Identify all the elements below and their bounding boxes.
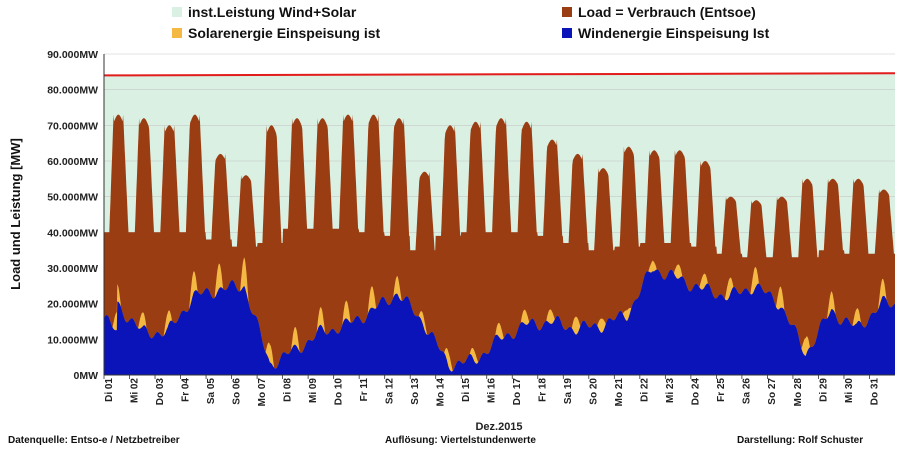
series-group	[104, 114, 895, 375]
x-tick-label: Do 31	[869, 378, 880, 406]
x-tick-label: Mi 02	[129, 378, 140, 403]
legend-swatch	[172, 28, 182, 38]
x-tick-label: So 13	[410, 378, 421, 405]
legend-swatch	[562, 28, 572, 38]
x-tick-label: Mi 16	[487, 378, 498, 403]
x-tick-label: Mi 09	[308, 378, 319, 403]
y-axis-title: Load und Leistung [MW]	[8, 138, 23, 290]
x-tick-label: Sa 12	[385, 378, 396, 405]
x-tick-label: Sa 26	[742, 378, 753, 405]
legend-swatch	[172, 7, 182, 17]
legend-label: inst.Leistung Wind+Solar	[188, 4, 357, 20]
x-tick-label: Fr 18	[538, 378, 549, 402]
x-tick-label: So 06	[231, 378, 242, 405]
x-tick-label: Di 01	[104, 378, 115, 402]
series-installed-capacity-line	[103, 72, 896, 77]
legend-swatch	[562, 7, 572, 17]
x-tick-label: Sa 19	[563, 378, 574, 405]
x-tick-label: Di 15	[461, 378, 472, 402]
y-tick-label: 60.000MW	[47, 156, 98, 168]
x-tick-label: Di 22	[640, 378, 651, 402]
y-tick-label: 70.000MW	[47, 120, 98, 132]
legend-label: Solarenergie Einspeisung ist	[188, 25, 381, 41]
legend: inst.Leistung Wind+Solar Load = Verbrauch…	[172, 4, 770, 41]
x-tick-label: Mi 30	[844, 378, 855, 403]
y-tick-label: 80.000MW	[47, 85, 98, 97]
plot-area	[103, 53, 896, 376]
x-axis-title: Dez.2015	[475, 421, 522, 433]
x-tick-label: Mo 28	[793, 378, 804, 407]
x-tick-label: Di 29	[818, 378, 829, 402]
footer-resolution: Auflösung: Viertelstundenwerte	[385, 435, 536, 446]
y-tick-label: 0MW	[74, 370, 99, 382]
x-tick-label: Do 17	[512, 378, 523, 406]
x-tick-label: Mo 07	[257, 378, 268, 407]
x-tick-label: Do 03	[155, 378, 166, 406]
legend-label: Windenergie Einspeisung Ist	[578, 25, 770, 41]
y-tick-label: 30.000MW	[47, 263, 98, 275]
x-tick-label: Mo 14	[436, 378, 447, 407]
x-tick-label: Di 08	[282, 378, 293, 402]
footer-source: Datenquelle: Entso-e / Netzbetreiber	[8, 435, 180, 446]
y-tick-label: 10.000MW	[47, 334, 98, 346]
x-tick-label: Mi 23	[665, 378, 676, 403]
footer-author: Darstellung: Rolf Schuster	[737, 435, 863, 446]
axes: 0MW 10.000MW 20.000MW 30.000MW 40.000MW 50.00…	[47, 49, 895, 406]
x-tick-label: Fr 04	[180, 378, 191, 402]
series-wind-area	[104, 269, 895, 375]
y-tick-label: 50.000MW	[47, 192, 98, 204]
legend-label: Load = Verbrauch (Entsoe)	[578, 4, 756, 20]
x-tick-label: Fr 25	[716, 378, 727, 402]
x-tick-label: So 27	[767, 378, 778, 405]
x-tick-label: Do 24	[691, 378, 702, 406]
x-tick-label: Do 10	[333, 378, 344, 406]
x-tick-label: Sa 05	[206, 378, 217, 405]
y-tick-label: 40.000MW	[47, 227, 98, 239]
x-tick-label: Fr 11	[359, 378, 370, 402]
y-tick-label: 20.000MW	[47, 299, 98, 311]
x-tick-label: So 20	[589, 378, 600, 405]
x-tick-label: Mo 21	[614, 378, 625, 407]
y-tick-label: 90.000MW	[47, 49, 98, 61]
